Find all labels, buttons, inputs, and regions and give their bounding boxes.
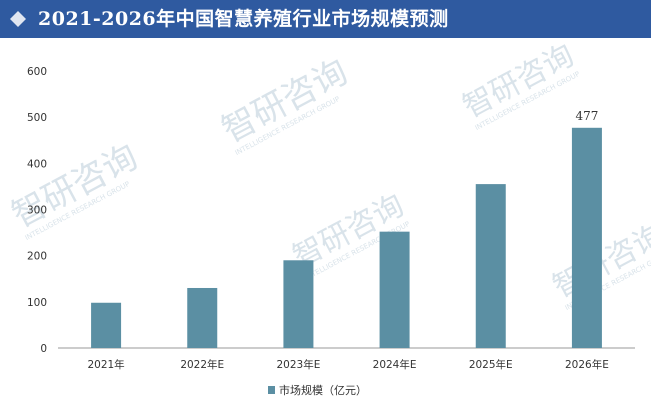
x-tick-label: 2024年E bbox=[373, 358, 417, 371]
bars: 2021年 2022年E 2023年E 2024年E 2025年E 2026年E 477 bbox=[87, 109, 608, 371]
y-tick-label: 300 bbox=[27, 205, 47, 217]
legend-swatch bbox=[268, 386, 275, 394]
data-label: 477 bbox=[575, 109, 598, 123]
y-tick-label: 500 bbox=[27, 112, 47, 124]
legend-label: 市场规模（亿元） bbox=[279, 383, 367, 397]
x-tick-label: 2021年 bbox=[87, 358, 124, 371]
axes: 0 100 200 300 400 500 600 bbox=[27, 66, 635, 355]
bar bbox=[187, 287, 218, 348]
y-tick-label: 200 bbox=[27, 251, 47, 263]
x-tick-label: 2023年E bbox=[276, 358, 320, 371]
y-tick-label: 600 bbox=[27, 66, 47, 78]
bar bbox=[379, 231, 410, 348]
diamond-icon bbox=[10, 11, 26, 27]
chart-header: 2021-2026年中国智慧养殖行业市场规模预测 bbox=[0, 0, 651, 38]
y-tick-label: 0 bbox=[40, 343, 47, 355]
bar bbox=[91, 302, 122, 348]
bar bbox=[475, 184, 506, 348]
y-tick-label: 400 bbox=[27, 158, 47, 170]
x-tick-label: 2022年E bbox=[180, 358, 224, 371]
bar bbox=[283, 260, 314, 348]
y-tick-label: 100 bbox=[27, 297, 47, 309]
x-tick-label: 2025年E bbox=[469, 358, 513, 371]
chart-title: 2021-2026年中国智慧养殖行业市场规模预测 bbox=[38, 8, 449, 30]
legend: 市场规模（亿元） bbox=[268, 383, 367, 397]
bar bbox=[571, 127, 602, 348]
x-tick-label: 2026年E bbox=[565, 358, 609, 371]
